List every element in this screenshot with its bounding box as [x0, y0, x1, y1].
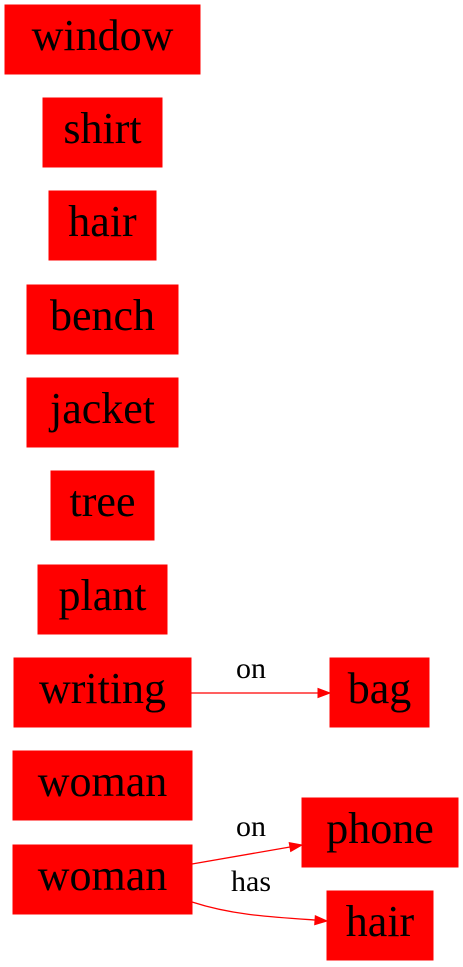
node-jacket-label: jacket — [48, 384, 155, 433]
node-plant-label: plant — [59, 571, 147, 620]
node-phone: phone — [301, 797, 459, 868]
edge-woman-phone-arrowhead — [288, 841, 304, 853]
edge-writing-bag: on — [191, 652, 332, 699]
node-window-label: window — [32, 11, 174, 60]
edge-writing-bag-label: on — [236, 652, 266, 685]
node-hair-2-label: hair — [346, 897, 415, 946]
edge-woman-phone-line — [191, 846, 291, 865]
node-bag-label: bag — [348, 664, 412, 713]
node-hair-1-label: hair — [68, 197, 137, 246]
node-woman-2: woman — [12, 844, 193, 915]
node-hair-1: hair — [48, 190, 157, 261]
edge-woman-phone: on — [191, 810, 304, 865]
node-bag: bag — [329, 657, 430, 728]
edge-woman-hair-line — [191, 901, 316, 921]
node-bench: bench — [26, 284, 179, 355]
edge-woman-hair: has — [191, 865, 329, 926]
edge-writing-bag-arrowhead — [317, 687, 332, 699]
node-window: window — [4, 4, 201, 75]
node-bench-label: bench — [50, 291, 155, 340]
node-writing-label: writing — [39, 664, 166, 713]
node-jacket: jacket — [26, 377, 179, 448]
node-tree-label: tree — [70, 477, 136, 526]
node-hair-2: hair — [326, 890, 434, 961]
node-shirt-label: shirt — [63, 104, 141, 153]
edge-woman-hair-label: has — [231, 865, 271, 898]
node-writing: writing — [13, 657, 192, 728]
edge-woman-phone-label: on — [236, 810, 266, 843]
node-tree: tree — [50, 470, 155, 541]
node-phone-label: phone — [326, 804, 434, 853]
node-woman-2-label: woman — [38, 851, 168, 900]
node-woman-1-label: woman — [38, 757, 168, 806]
node-plant: plant — [37, 564, 168, 635]
edge-woman-hair-arrowhead — [314, 914, 329, 926]
node-shirt: shirt — [42, 97, 163, 168]
node-woman-1: woman — [12, 750, 193, 821]
